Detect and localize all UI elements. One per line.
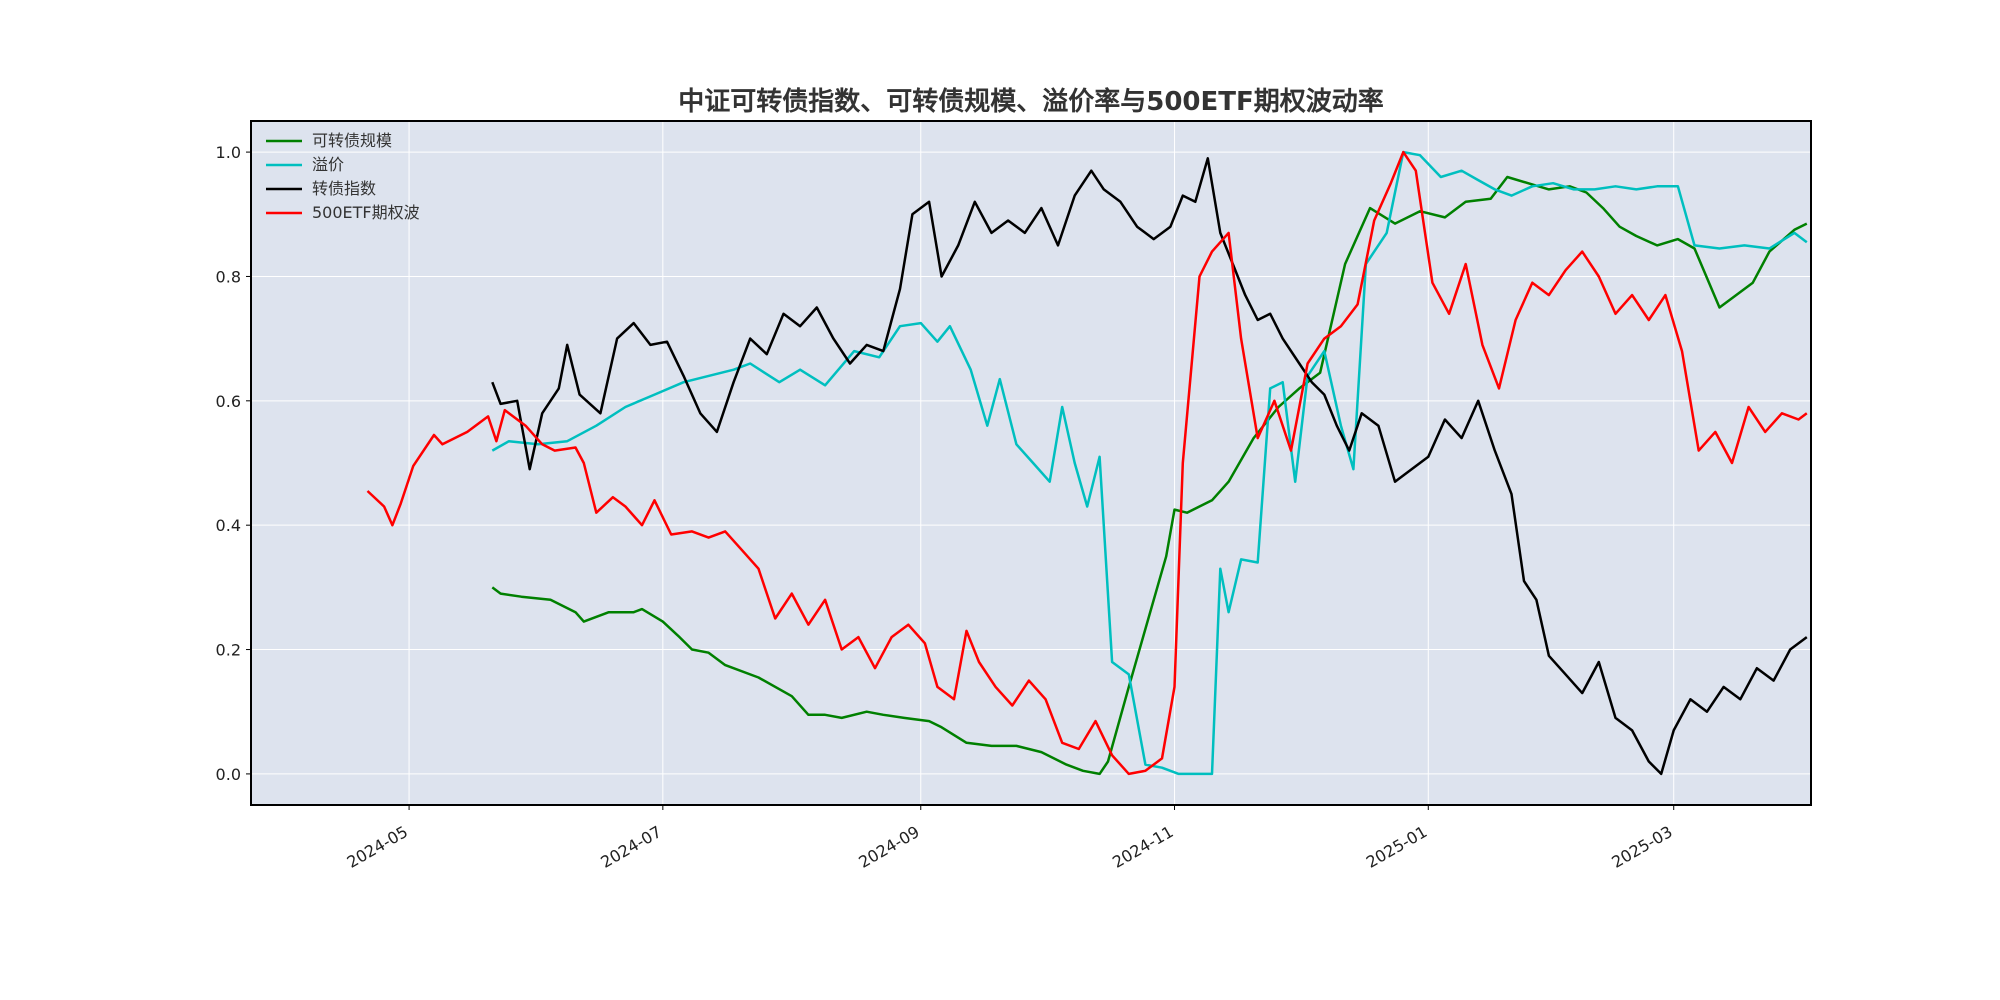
chart-title: 中证可转债指数、可转债规模、溢价率与500ETF期权波动率 — [678, 86, 1384, 117]
plot-frame — [250, 120, 1812, 806]
series-line-1 — [491, 175, 1808, 776]
legend-label: 转债指数 — [312, 179, 376, 198]
x-tick-label: 2024-09 — [855, 822, 922, 872]
legend-label: 溢价 — [312, 155, 344, 174]
series-line-4 — [366, 150, 1808, 776]
y-tick-label: 0.4 — [216, 516, 241, 535]
x-tick-label: 2025-01 — [1363, 822, 1430, 872]
y-tick-label: 1.0 — [216, 143, 241, 162]
series-line-2 — [491, 150, 1808, 776]
y-axis: 0.0 0.2 0.4 0.6 0.8 1.0 — [216, 143, 251, 784]
legend-label: 可转债规模 — [312, 131, 392, 150]
plot-area — [251, 121, 1811, 805]
series-lines — [366, 150, 1808, 776]
x-tick-label: 2025-03 — [1608, 822, 1675, 872]
series-line-3 — [491, 157, 1808, 776]
legend-label: 500ETF期权波 — [312, 203, 420, 222]
y-tick-label: 0.0 — [216, 765, 241, 784]
y-tick-label: 0.8 — [216, 267, 241, 286]
x-tick-label: 2024-07 — [597, 822, 664, 872]
y-tick-label: 0.2 — [216, 641, 241, 660]
x-tick-label: 2024-05 — [344, 822, 411, 872]
y-tick-label: 0.6 — [216, 392, 241, 411]
x-axis: 2024-05 2024-07 2024-09 2024-11 2025-01 2025-… — [344, 805, 1676, 872]
x-tick-label: 2024-11 — [1109, 822, 1176, 872]
